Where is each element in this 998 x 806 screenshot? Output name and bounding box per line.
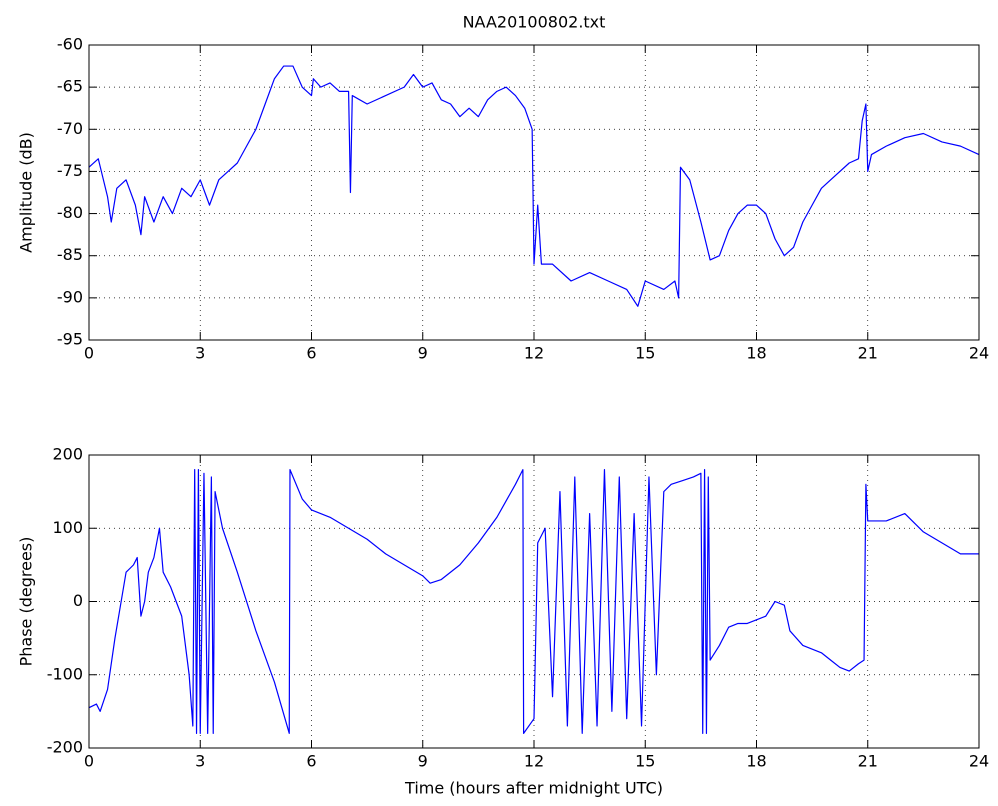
y-tick-label: -85	[57, 245, 83, 264]
y-tick-label: -65	[57, 77, 83, 96]
x-tick-label: 6	[306, 752, 316, 771]
y-tick-label: -80	[57, 203, 83, 222]
y-tick-label: -70	[57, 119, 83, 138]
x-tick-label: 15	[635, 344, 655, 363]
axes-box	[88, 454, 980, 749]
x-tick-label: 12	[524, 752, 544, 771]
axes-box	[88, 44, 980, 341]
x-tick-label: 24	[969, 752, 989, 771]
y-tick-label: 0	[73, 591, 83, 610]
x-axis-label: Time (hours after midnight UTC)	[404, 779, 663, 798]
data-line	[88, 65, 980, 307]
x-tick-label: 12	[524, 344, 544, 363]
y-tick-label: -95	[57, 330, 83, 349]
y-axis-label: Amplitude (dB)	[17, 132, 36, 253]
y-tick-label: -100	[47, 664, 83, 683]
x-tick-label: 18	[746, 752, 766, 771]
y-axis-label: Phase (degrees)	[17, 537, 36, 667]
x-tick-label: 0	[84, 752, 94, 771]
chart-title: NAA20100802.txt	[463, 13, 606, 32]
x-tick-label: 21	[858, 752, 878, 771]
y-tick-label: -75	[57, 161, 83, 180]
y-tick-label: -200	[47, 738, 83, 757]
x-tick-label: 3	[195, 752, 205, 771]
y-tick-label: 100	[52, 518, 83, 537]
x-tick-label: 0	[84, 344, 94, 363]
y-tick-label: 200	[52, 445, 83, 464]
data-line	[88, 469, 979, 734]
x-tick-label: 24	[969, 344, 989, 363]
x-tick-label: 6	[306, 344, 316, 363]
x-tick-label: 18	[746, 344, 766, 363]
y-tick-label: -90	[57, 287, 83, 306]
x-tick-label: 9	[418, 344, 428, 363]
x-tick-label: 3	[195, 344, 205, 363]
x-tick-label: 15	[635, 752, 655, 771]
y-tick-label: -60	[57, 35, 83, 54]
x-tick-label: 21	[858, 344, 878, 363]
x-tick-label: 9	[418, 752, 428, 771]
